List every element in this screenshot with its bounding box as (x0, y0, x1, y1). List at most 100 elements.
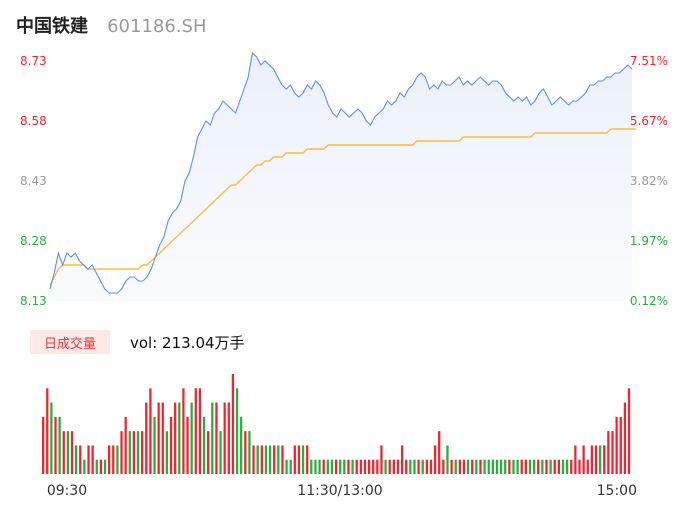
volume-bar (70, 431, 74, 474)
volume-bar (178, 402, 181, 474)
volume-bar (598, 445, 602, 474)
volume-bar (545, 459, 548, 474)
volume-bar (50, 402, 53, 474)
volume-bar (372, 459, 375, 474)
volume-bar (62, 431, 65, 474)
volume-bar (116, 445, 119, 474)
volume-bar (182, 388, 185, 474)
volume-bar (83, 459, 86, 474)
volume-bar (190, 402, 193, 474)
volume-bar (231, 374, 235, 474)
volume-bar (293, 445, 296, 474)
volume-bar (433, 445, 437, 474)
volume-bar (301, 445, 305, 474)
volume-bar (186, 416, 189, 474)
volume-bar (264, 445, 268, 474)
volume-bar (409, 459, 412, 474)
volume-bar (400, 445, 404, 474)
volume-bar (516, 459, 519, 474)
volume-bar (574, 445, 577, 474)
volume-bar (499, 459, 503, 474)
volume-bar (417, 459, 420, 474)
volume-bar (549, 459, 552, 474)
volume-bar (310, 459, 313, 474)
time-tick-label: 15:00 (597, 483, 637, 499)
volume-bar (174, 402, 177, 474)
volume-bar (95, 459, 98, 474)
volume-bar (128, 431, 131, 474)
volume-bar (240, 416, 243, 474)
volume-bar (388, 459, 391, 474)
volume-bar (281, 445, 284, 474)
stock-name: 中国铁建 (16, 16, 88, 37)
volume-bar (376, 459, 379, 474)
volume-bar (347, 459, 350, 474)
volume-bar (479, 459, 482, 474)
volume-bar (343, 459, 346, 474)
volume-bar (450, 459, 453, 474)
percent-tick-label: 5.67% (630, 114, 668, 128)
volume-bar (273, 445, 276, 474)
volume-bar (594, 445, 598, 474)
volume-bars (42, 374, 631, 474)
volume-bar (466, 459, 470, 474)
volume-bar (326, 459, 329, 474)
volume-bar (380, 445, 383, 474)
volume-bar (627, 388, 631, 474)
volume-bar (483, 459, 486, 474)
volume-bar (384, 459, 387, 474)
volume-bar (198, 388, 202, 474)
volume-bar (99, 459, 103, 474)
volume-bar (528, 459, 532, 474)
title-row: 中国铁建 601186.SH (16, 12, 207, 38)
volume-bar (504, 459, 507, 474)
percent-tick-label: 7.51% (630, 54, 668, 68)
volume-bar (256, 445, 259, 474)
volume-bar (524, 459, 527, 474)
volume-bar (318, 459, 321, 474)
volume-bar (145, 402, 148, 474)
volume-bar (322, 459, 325, 474)
volume-bar (561, 459, 565, 474)
volume-bar (487, 459, 490, 474)
volume-bar (268, 445, 272, 474)
volume-panel-label[interactable]: 日成交量 (30, 330, 110, 354)
volume-bar (619, 416, 622, 474)
volume-bar (112, 445, 115, 474)
volume-bar (165, 431, 169, 474)
volume-bar (120, 431, 123, 474)
volume-bar (194, 388, 197, 474)
volume-bar (223, 402, 226, 474)
volume-bar (586, 459, 589, 474)
percent-tick-label: 0.12% (630, 294, 668, 308)
volume-bar (157, 402, 160, 474)
volume-bar (578, 459, 581, 474)
volume-bar (334, 459, 338, 474)
volume-bar (603, 445, 606, 474)
volume-bar (405, 459, 408, 474)
volume-bar (491, 459, 494, 474)
volume-bar (87, 445, 90, 474)
volume-bar (149, 388, 152, 474)
volume-bar (306, 445, 309, 474)
volume-bar (392, 459, 395, 474)
volume-summary: vol: 213.04万手 (130, 334, 245, 352)
volume-bar (475, 459, 478, 474)
volume-bar (462, 459, 466, 474)
volume-bar (363, 459, 367, 474)
volume-bar (537, 459, 540, 474)
volume-bar (103, 459, 107, 474)
volume-bar (508, 459, 511, 474)
volume-bar (367, 459, 371, 474)
volume-bar (260, 445, 263, 474)
volume-bar (359, 459, 362, 474)
volume-bar (615, 416, 618, 474)
volume-bar (141, 431, 144, 474)
price-tick-label: 8.28 (20, 234, 47, 248)
price-tick-label: 8.58 (20, 114, 47, 128)
volume-bar (421, 459, 424, 474)
time-tick-label: 09:30 (47, 483, 87, 499)
volume-bar (438, 431, 441, 474)
volume-bar (532, 459, 536, 474)
